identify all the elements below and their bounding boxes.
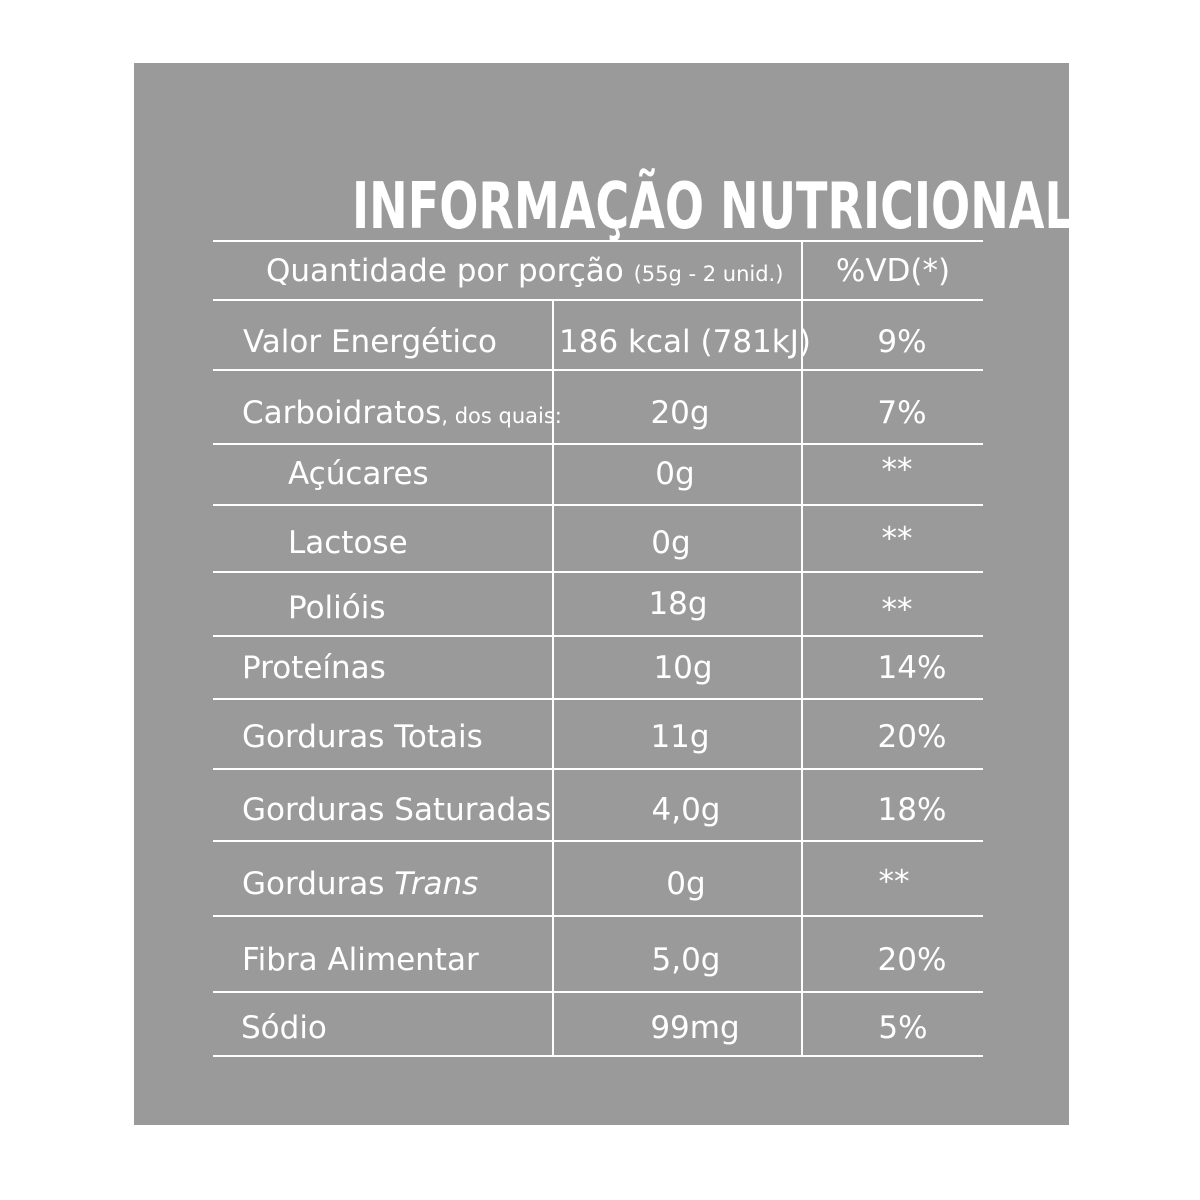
nutrient-dv: ** (878, 864, 910, 900)
nutrient-name-row: Gorduras Trans (242, 866, 478, 902)
row-divider (213, 698, 983, 700)
nutrient-dv: 18% (877, 792, 947, 828)
nutrient-name: Gorduras (242, 866, 385, 902)
nutrient-name-italic: Trans (394, 866, 479, 902)
nutrient-amount: 99mg (650, 1010, 740, 1046)
dv-header: %VD(*) (835, 253, 951, 289)
nutrient-dv: 20% (877, 942, 947, 978)
nutrient-amount: 4,0g (651, 792, 721, 828)
nutrient-dv: 7% (877, 395, 927, 431)
nutrient-name: Lactose (288, 525, 408, 561)
nutrient-dv: 5% (878, 1010, 928, 1046)
row-divider (213, 768, 983, 770)
nutrient-dv: 9% (877, 324, 927, 360)
nutrient-name: Valor Energético (243, 324, 498, 360)
row-divider (213, 840, 983, 842)
nutrient-name: Açúcares (288, 456, 429, 492)
nutrient-amount: 186 kcal (781kJ) (559, 324, 811, 360)
nutrient-name: Polióis (288, 590, 386, 626)
row-divider (213, 369, 983, 371)
column-divider (801, 240, 803, 1057)
nutrient-amount: 0g (651, 525, 691, 561)
nutrient-amount: 5,0g (651, 942, 721, 978)
nutrient-name: Carboidratos (242, 395, 442, 431)
nutrient-amount: 10g (653, 650, 713, 686)
nutrient-name: Gorduras Saturadas (242, 792, 552, 828)
nutrient-name: Sódio (241, 1010, 327, 1046)
nutrient-name: Proteínas (242, 650, 386, 686)
nutrient-dv: ** (881, 452, 913, 488)
nutrient-name-suffix: , dos quais: (441, 404, 562, 428)
row-divider (213, 504, 983, 506)
row-divider (213, 991, 983, 993)
row-divider (213, 443, 983, 445)
table-top-rule (213, 240, 983, 242)
serving-header: Quantidade por porção (55g - 2 unid.) (266, 253, 783, 289)
nutrient-amount: 20g (650, 395, 710, 431)
nutrient-name: Fibra Alimentar (242, 942, 479, 978)
nutrient-name-row: Carboidratos, dos quais: (242, 395, 562, 431)
row-divider (213, 299, 983, 301)
table-bottom-rule (213, 1055, 983, 1057)
panel-title: INFORMAÇÃO NUTRICIONAL (352, 170, 1074, 244)
nutrient-dv: ** (881, 521, 913, 557)
nutrient-dv: 20% (877, 719, 947, 755)
nutrient-name: Gorduras Totais (242, 719, 483, 755)
nutrient-dv: ** (881, 592, 913, 628)
nutrient-amount: 11g (650, 719, 710, 755)
column-divider (552, 300, 554, 1057)
row-divider (213, 635, 983, 637)
row-divider (213, 571, 983, 573)
nutrient-amount: 18g (648, 586, 708, 622)
serving-size: (55g - 2 unid.) (633, 262, 784, 286)
nutrient-amount: 0g (666, 866, 706, 902)
nutrient-dv: 14% (877, 650, 947, 686)
serving-label: Quantidade por porção (266, 253, 624, 289)
nutrient-amount: 0g (655, 456, 695, 492)
row-divider (213, 915, 983, 917)
